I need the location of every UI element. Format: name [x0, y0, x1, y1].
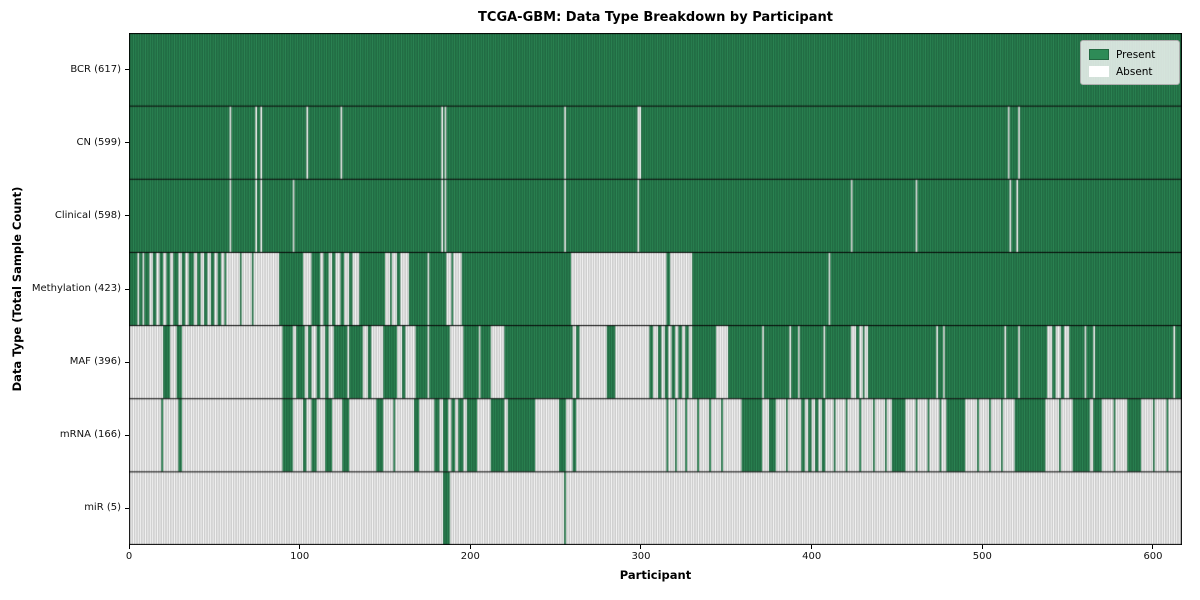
- y-tick-label: Clinical (598): [54, 209, 121, 221]
- x-tick-label: 500: [972, 551, 992, 562]
- x-tick-label: 200: [460, 551, 480, 562]
- x-tick-mark: [1152, 545, 1154, 549]
- x-tick-mark: [981, 545, 983, 549]
- x-tick-mark: [640, 545, 642, 549]
- present-swatch-icon: [1089, 49, 1109, 60]
- x-tick-mark: [299, 545, 301, 549]
- heatmap-canvas: [129, 33, 1182, 545]
- y-tick-label: Methylation (423): [31, 283, 121, 294]
- y-tick-mark: [125, 361, 129, 363]
- legend-present-label: Present: [1116, 48, 1156, 61]
- absent-swatch-icon: [1089, 66, 1109, 77]
- legend-absent-label: Absent: [1116, 65, 1153, 78]
- x-tick-mark: [811, 545, 813, 549]
- x-tick-label: 600: [1143, 551, 1163, 562]
- y-tick-label: CN (599): [76, 136, 121, 148]
- x-axis-label: Participant: [619, 568, 692, 582]
- y-tick-label: miR (5): [84, 502, 121, 514]
- legend-item-absent: Absent: [1089, 63, 1171, 80]
- y-tick-mark: [125, 288, 129, 290]
- chart-title: TCGA-GBM: Data Type Breakdown by Partici…: [478, 10, 833, 25]
- y-tick-mark: [125, 215, 129, 217]
- y-tick-mark: [125, 142, 129, 144]
- x-tick-mark: [128, 545, 130, 549]
- y-tick-mark: [125, 434, 129, 436]
- y-tick-label: BCR (617): [70, 63, 121, 75]
- x-tick-mark: [469, 545, 471, 549]
- x-tick-label: 100: [290, 551, 310, 562]
- legend-item-present: Present: [1089, 46, 1171, 63]
- y-tick-mark: [125, 507, 129, 509]
- x-tick-label: 300: [631, 551, 651, 562]
- y-tick-label: MAF (396): [69, 356, 121, 368]
- legend: Present Absent: [1080, 40, 1180, 85]
- y-tick-mark: [125, 69, 129, 71]
- y-tick-label: mRNA (166): [59, 429, 121, 441]
- x-tick-label: 400: [802, 551, 822, 562]
- x-tick-label: 0: [125, 551, 133, 562]
